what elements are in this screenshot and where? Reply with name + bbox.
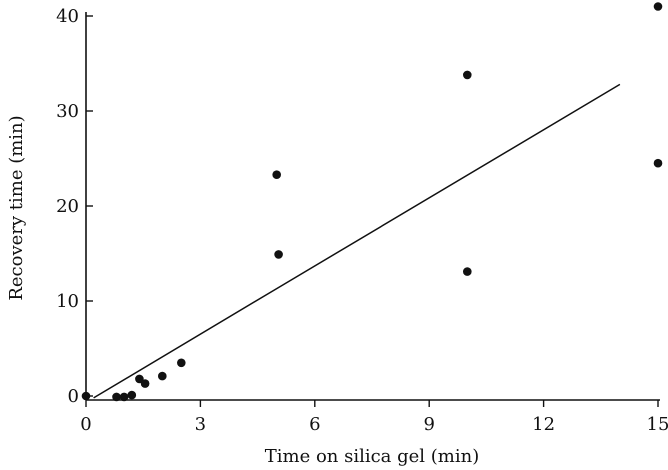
y-tick-label: 10 xyxy=(56,291,79,312)
data-point xyxy=(119,392,129,402)
data-point xyxy=(177,358,186,368)
data-point xyxy=(463,267,472,276)
x-ticks: 0 3 6 9 12 15 xyxy=(80,400,668,435)
data-point xyxy=(272,170,282,179)
data-point xyxy=(463,70,472,80)
x-tick-label: 0 xyxy=(80,414,91,435)
x-tick-label: 6 xyxy=(309,414,320,435)
data-point xyxy=(653,158,663,168)
data-point xyxy=(274,250,283,259)
data-point xyxy=(653,2,663,11)
x-tick-label: 15 xyxy=(647,414,668,435)
x-tick-label: 9 xyxy=(423,414,434,435)
axes xyxy=(85,12,660,401)
y-ticks: 0 10 20 30 40 xyxy=(56,6,93,407)
y-axis-title: Recovery time (min) xyxy=(6,115,27,300)
y-tick-label: 40 xyxy=(56,6,79,27)
data-point xyxy=(127,390,137,400)
data-point xyxy=(112,392,121,402)
plot-area xyxy=(81,2,663,402)
y-tick-label: 0 xyxy=(68,386,79,407)
x-axis-title: Time on silica gel (min) xyxy=(265,446,480,467)
y-tick-label: 20 xyxy=(56,196,79,217)
data-point xyxy=(135,374,144,384)
y-tick-label: 30 xyxy=(56,101,79,122)
x-tick-label: 3 xyxy=(195,414,206,435)
x-tick-label: 12 xyxy=(532,414,555,435)
data-point xyxy=(158,371,167,381)
fit-line xyxy=(93,83,621,399)
data-point xyxy=(140,379,150,388)
